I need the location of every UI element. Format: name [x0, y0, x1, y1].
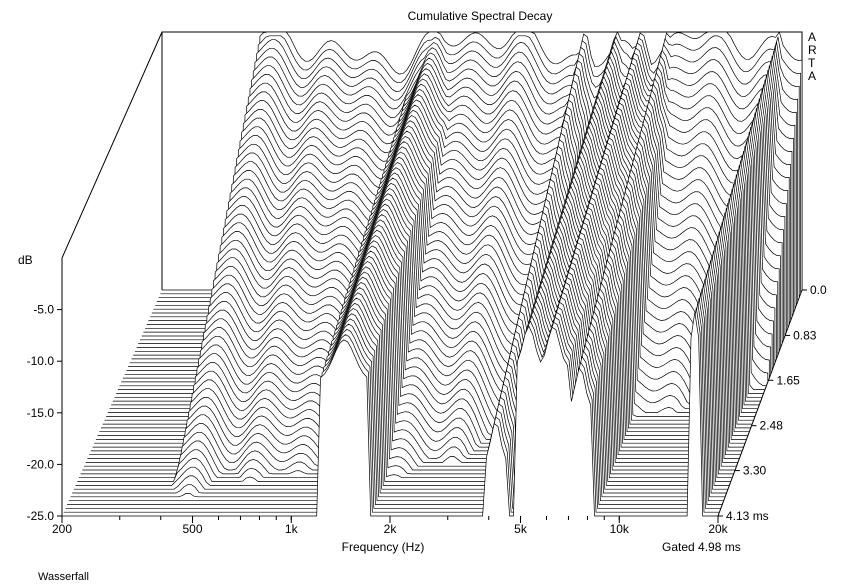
x-tick-label: 1k — [285, 522, 299, 536]
x-tick-label: 2k — [384, 522, 398, 536]
arta-brand: A R T A — [808, 30, 817, 83]
y-tick-label: -25.0 — [27, 509, 55, 523]
x-axis-label: Frequency (Hz) — [342, 540, 425, 554]
time-tick-label: 3.30 — [743, 464, 767, 478]
time-tick-label: 1.65 — [776, 373, 800, 387]
brand-letter: R — [808, 43, 817, 57]
time-tick-label: 4.13 ms — [726, 509, 769, 523]
brand-letter: T — [808, 56, 816, 70]
y-tick-label: -5.0 — [33, 303, 54, 317]
gate-label: Gated 4.98 ms — [662, 540, 741, 554]
time-tick-label: 0.83 — [793, 328, 817, 342]
x-tick-label: 500 — [183, 522, 203, 536]
y-tick-label: -10.0 — [27, 354, 55, 368]
left-wall-edge — [61, 31, 163, 259]
decay-slices — [62, 31, 803, 517]
brand-letter: A — [808, 30, 816, 44]
time-tick-label: 0.0 — [810, 283, 827, 297]
x-tick-label: 20k — [708, 522, 728, 536]
y-tick-label: -15.0 — [27, 406, 55, 420]
time-tick-label: 2.48 — [760, 419, 784, 433]
x-tick-label: 10k — [610, 522, 630, 536]
x-tick-label: 200 — [52, 522, 72, 536]
brand-letter: A — [808, 69, 816, 83]
chart-title: Cumulative Spectral Decay — [408, 9, 553, 23]
y-axis-label: dB — [18, 253, 33, 267]
y-tick-label: -20.0 — [27, 457, 55, 471]
footer-label: Wasserfall — [38, 571, 89, 583]
x-tick-label: 5k — [514, 522, 528, 536]
